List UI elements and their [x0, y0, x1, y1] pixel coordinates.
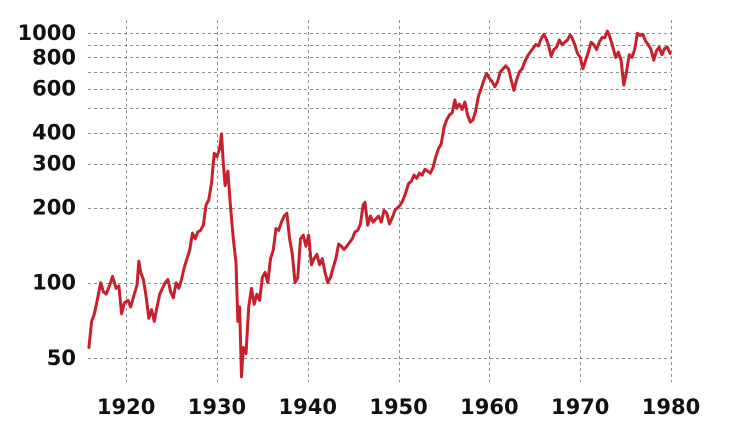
y-tick-label: 800: [32, 45, 76, 69]
y-tick-label: 50: [47, 346, 76, 370]
y-tick-label: 1000: [18, 21, 76, 45]
y-tick-label: 600: [32, 77, 76, 101]
x-tick-label: 1920: [97, 395, 155, 419]
y-tick-label: 200: [32, 196, 76, 220]
x-tick-label: 1950: [369, 395, 427, 419]
y-tick-label: 400: [32, 121, 76, 145]
series-line: [87, 29, 672, 379]
x-tick-label: 1930: [188, 395, 246, 419]
x-tick-label: 1940: [279, 395, 337, 419]
x-tick-label: 1960: [460, 395, 518, 419]
x-tick-label: 1970: [551, 395, 609, 419]
grid-layer: [88, 20, 672, 382]
x-tick-label: 1980: [642, 395, 700, 419]
y-tick-label: 100: [32, 271, 76, 295]
y-tick-label: 300: [32, 152, 76, 176]
series-layer: [87, 29, 672, 379]
